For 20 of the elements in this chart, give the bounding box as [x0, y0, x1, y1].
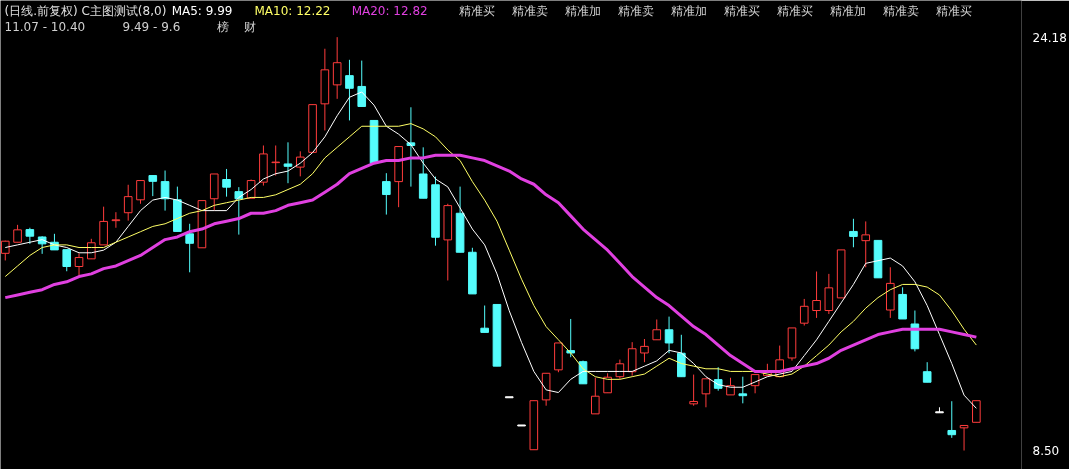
chart-title: (日线.前复权) C主图测试(8,0): [4, 3, 167, 18]
y-tick-label: 24.18: [1032, 30, 1067, 45]
annotation: 9.49 - 9.6: [122, 19, 181, 34]
text: MA5: 9.99: [171, 3, 233, 18]
annotation: 11.07 - 10.40: [4, 19, 86, 34]
annotation: 精准买: [776, 3, 813, 18]
annotation: 精准卖: [511, 3, 548, 18]
annotation: 财: [243, 19, 256, 34]
annotation: 精准卖: [617, 3, 654, 18]
annotation: 精准买: [723, 3, 760, 18]
text: MA20: 12.82: [351, 3, 428, 18]
annotation: 精准加: [670, 3, 707, 18]
annotation: 精准加: [564, 3, 601, 18]
annotation: 精准加: [829, 3, 866, 18]
annotation: 精准卖: [882, 3, 919, 18]
annotation: 榜: [216, 19, 229, 34]
annotation: 精准买: [458, 3, 495, 18]
text: MA10: 12.22: [254, 3, 331, 18]
y-tick-label: 8.50: [1032, 444, 1060, 459]
annotation: 精准买: [935, 3, 972, 18]
